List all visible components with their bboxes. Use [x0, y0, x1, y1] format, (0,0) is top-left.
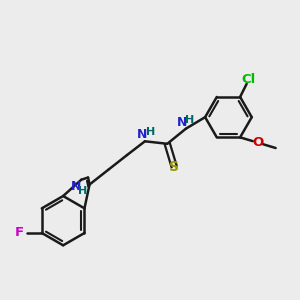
Text: S: S	[169, 160, 179, 174]
Text: N: N	[71, 180, 81, 193]
Text: O: O	[252, 136, 263, 149]
Text: Cl: Cl	[242, 73, 256, 86]
Text: F: F	[15, 226, 24, 239]
Text: H: H	[146, 128, 155, 137]
Text: N: N	[177, 116, 188, 129]
Text: H: H	[185, 115, 194, 125]
Text: N: N	[137, 128, 148, 141]
Text: H: H	[78, 186, 87, 196]
